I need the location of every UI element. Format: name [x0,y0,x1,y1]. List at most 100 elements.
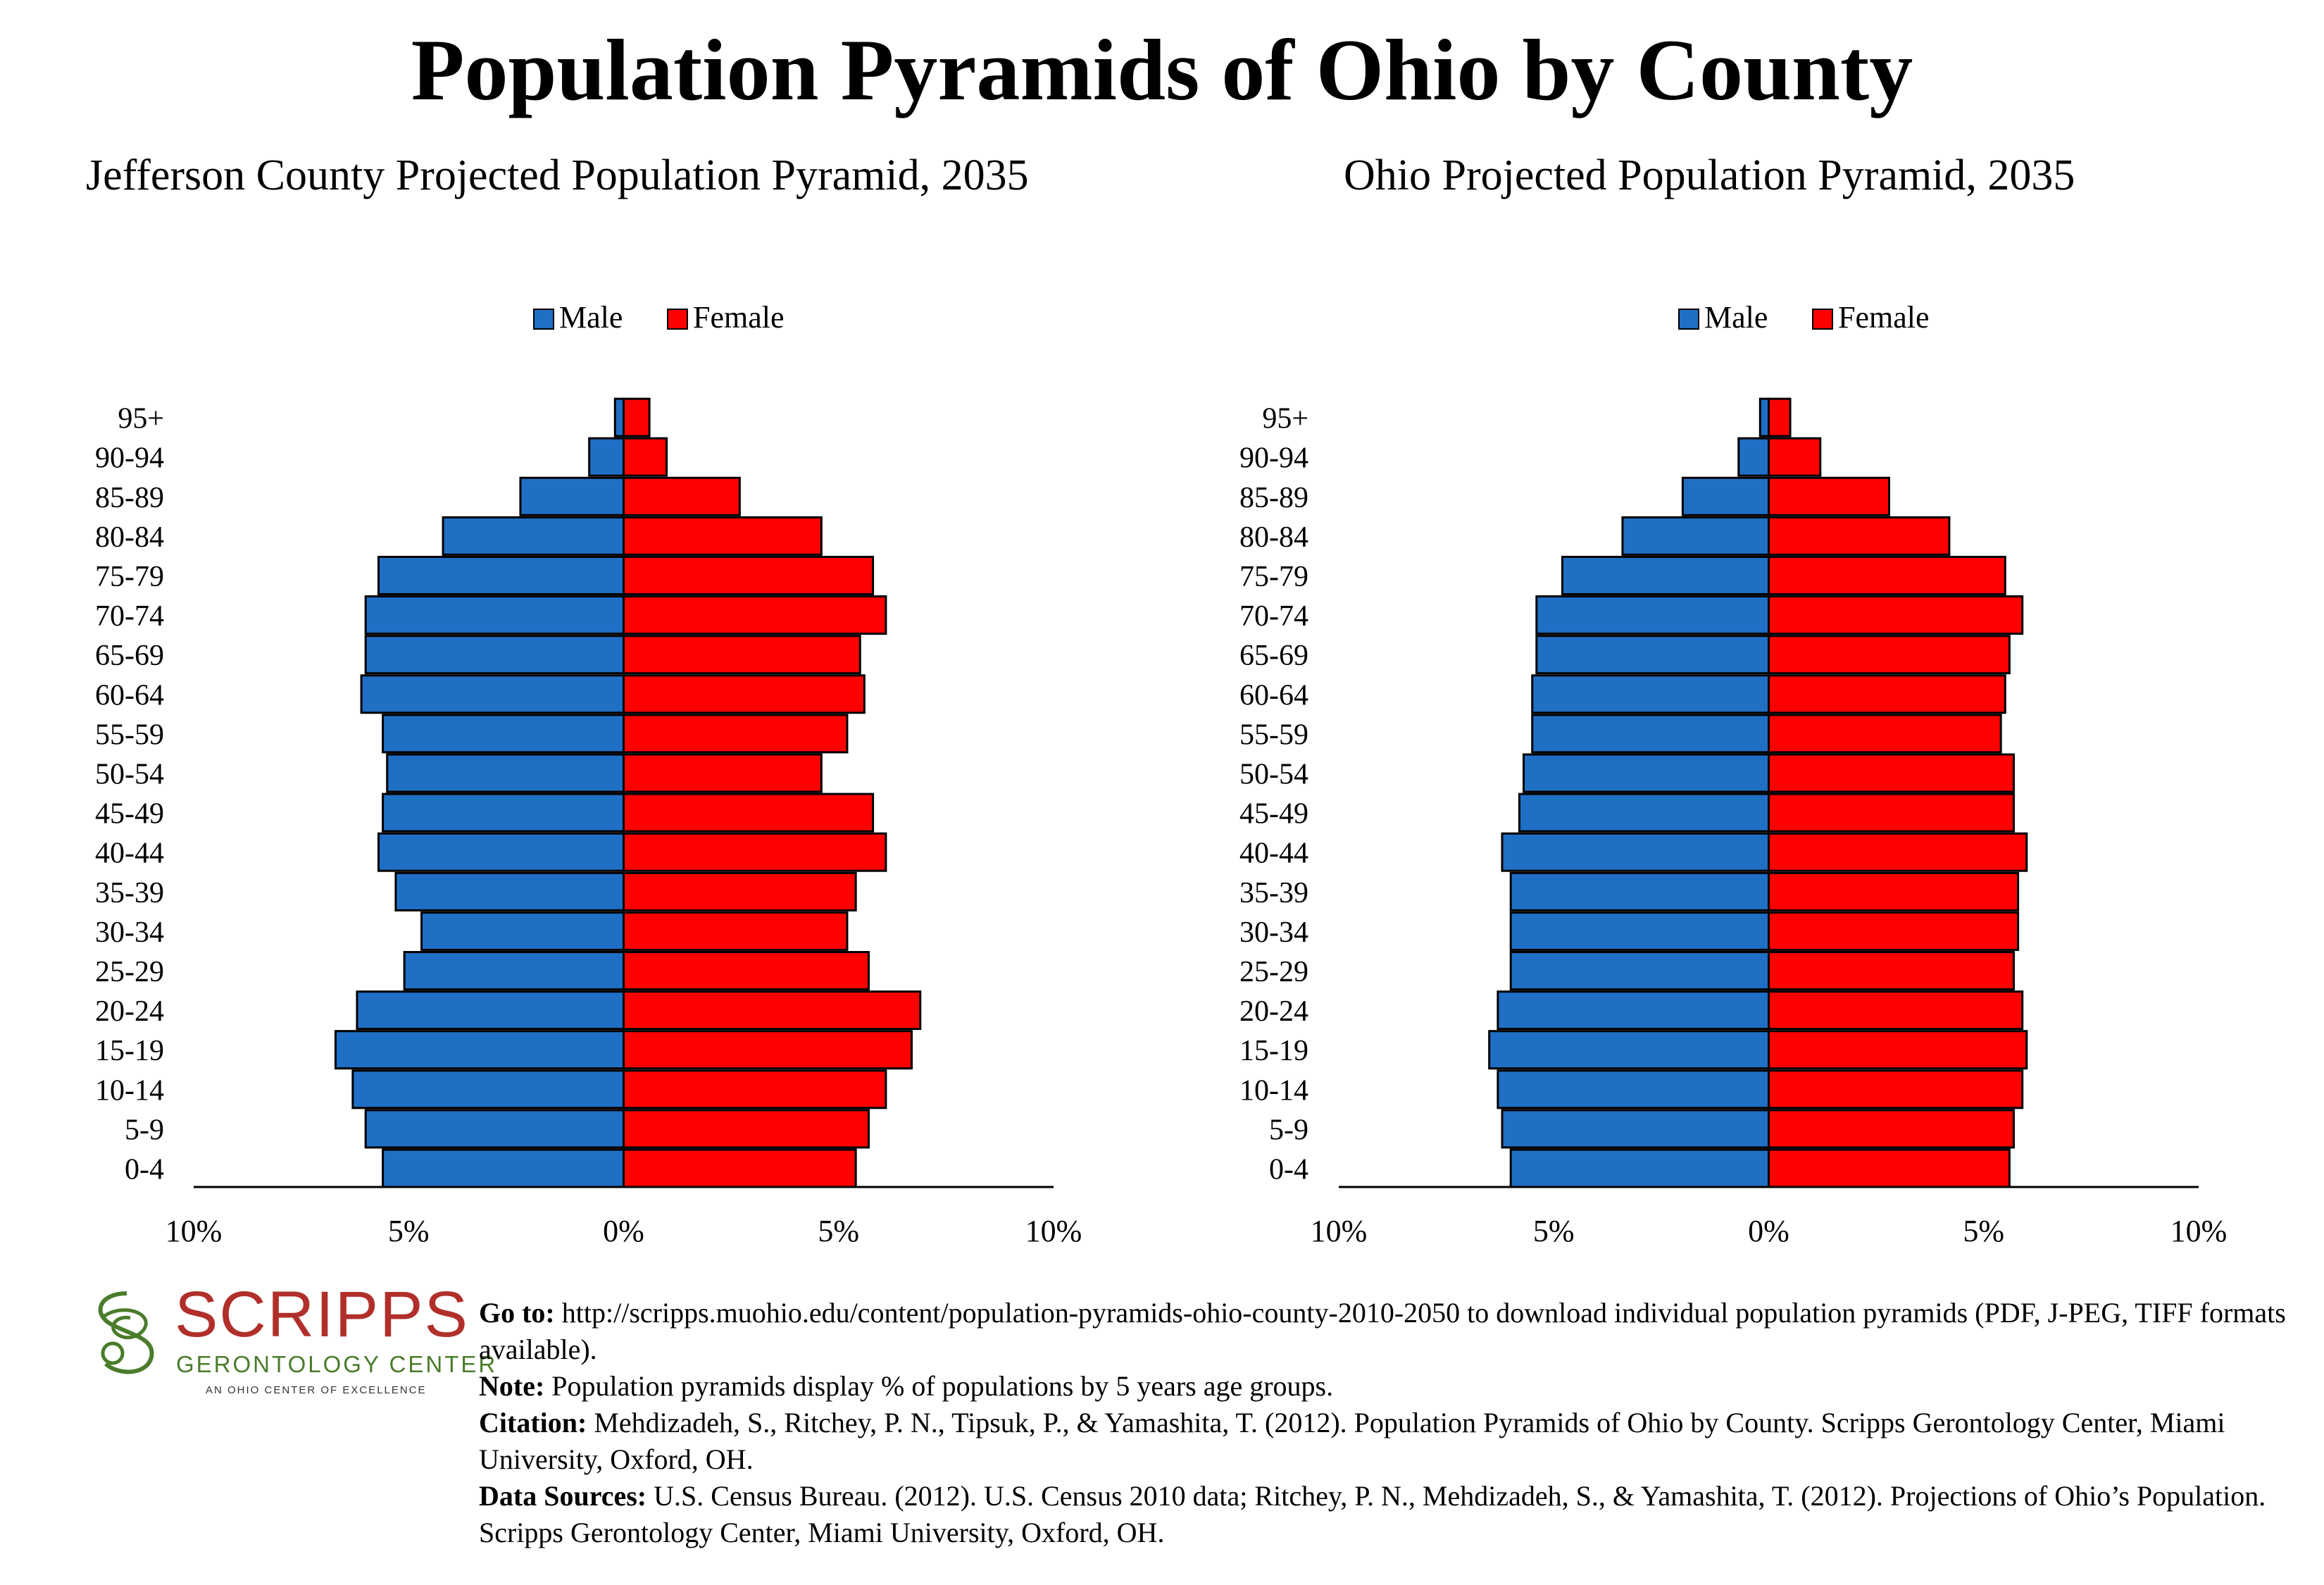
male-bar [420,911,625,951]
female-bar [1768,595,2024,635]
age-group-label: 50-54 [95,759,164,791]
male-bar [1523,753,1770,793]
female-bar [1768,674,2006,714]
female-bar [623,1148,857,1188]
x-tick-label: 0% [1748,1214,1789,1248]
female-bar [1768,951,2015,990]
male-bar [1509,1148,1770,1188]
population-pyramids-svg: Male Female 0-4 5-9 10-14 15-19 20-24 25-29 30-3… [95,300,2227,1248]
age-group-label: 90-94 [1239,442,1308,475]
age-group-label: 80-84 [95,521,164,554]
male-bar [382,1148,625,1188]
age-group-label: 20-24 [1239,995,1308,1028]
logo-subtitle: GERONTOLOGY CENTER [176,1351,498,1377]
male-bar [1488,1030,1770,1070]
footer-notes: Go to: http://scripps.muohio.edu/content… [479,1295,2310,1551]
age-group-label: 15-19 [95,1035,164,1067]
female-bar [1768,556,2006,595]
female-bar [623,674,866,714]
female-bar [623,397,651,437]
male-bar [356,990,625,1031]
male-bar [351,1069,625,1110]
age-group-label: 65-69 [95,640,164,672]
age-group-label: 55-59 [1239,719,1308,751]
male-bar [382,792,625,833]
x-tick-label: 10% [1025,1214,1082,1248]
legend-label-female: Female [1838,300,1930,335]
male-bar [403,951,625,990]
male-bar [1509,911,1770,951]
male-bar [588,437,625,477]
age-group-label: 65-69 [1239,640,1308,672]
age-group-label: 95+ [118,403,164,435]
male-bar [377,832,625,872]
female-bar [1768,1148,2011,1188]
male-bar [1535,635,1770,675]
x-tick-label: 5% [1963,1214,2004,1248]
male-bar [1531,714,1770,754]
female-bar [623,832,887,872]
legend-label-male: Male [1704,300,1768,335]
citation-label: Citation: [479,1407,587,1438]
age-group-label: 95+ [1262,403,1308,435]
age-group-label: 70-74 [95,600,164,633]
scripps-logo: SCRIPPS GERONTOLOGY CENTER AN OHIO CENTE… [85,1282,495,1402]
female-bar [1768,911,2020,951]
female-bar [623,714,849,754]
male-bar [364,1109,625,1149]
age-group-label: 5-9 [1269,1114,1308,1146]
age-group-label: 30-34 [95,916,164,949]
female-bar [1768,516,1951,556]
female-bar [1768,714,2002,754]
female-bar [623,911,849,951]
x-tick-label: 5% [818,1214,859,1248]
x-tick-label: 10% [165,1214,223,1248]
footer-sources: Data Sources: U.S. Census Bureau. (2012)… [479,1478,2310,1551]
male-bar [519,476,625,516]
logo-tagline: AN OHIO CENTER OF EXCELLENCE [206,1384,427,1396]
male-bar [386,753,625,793]
age-group-label: 60-64 [95,679,164,711]
age-group-label: 50-54 [1239,759,1308,791]
age-group-label: 15-19 [1239,1035,1308,1067]
male-bar [442,516,625,556]
age-group-label: 20-24 [95,995,164,1028]
male-bar [1758,397,1770,437]
logo-word: SCRIPPS [175,1279,469,1350]
male-bar [1509,871,1770,912]
age-group-label: 35-39 [95,877,164,909]
female-bar [623,753,823,793]
female-bar [1768,990,2024,1031]
age-group-label: 85-89 [1239,482,1308,514]
female-bar [1768,1069,2024,1110]
female-bar [623,990,922,1031]
female-bar [623,951,870,990]
female-bar [1768,437,1822,477]
age-group-label: 90-94 [95,442,164,475]
female-bar [1768,832,2028,872]
sources-text: U.S. Census Bureau. (2012). U.S. Census … [479,1480,2266,1548]
citation-text: Mehdizadeh, S., Ritchey, P. N., Tipsuk, … [479,1407,2225,1475]
age-group-label: 75-79 [95,561,164,593]
legend-swatch-male [533,309,554,330]
female-bar [623,635,861,675]
female-bar [623,476,741,516]
age-group-label: 45-49 [1239,798,1308,831]
female-bar [623,516,823,556]
scripps-logo-mark-icon [98,1291,154,1374]
male-bar [1518,792,1770,833]
age-group-label: 70-74 [1239,600,1308,633]
male-bar [394,871,625,912]
pyramid-chart-1: Male Female 0-4 5-9 10-14 15-19 20-24 25-29 30-3… [95,300,1082,1248]
age-group-label: 35-39 [1239,877,1308,909]
x-tick-label: 5% [388,1214,430,1248]
female-bar [1768,1109,2015,1149]
male-bar [1501,1109,1770,1149]
female-bar [1768,476,1890,516]
legend-label-female: Female [693,300,785,335]
male-bar [364,595,625,635]
male-bar [1497,990,1770,1031]
age-group-label: 25-29 [1239,956,1308,988]
female-bar [623,437,668,477]
age-group-label: 25-29 [95,956,164,988]
